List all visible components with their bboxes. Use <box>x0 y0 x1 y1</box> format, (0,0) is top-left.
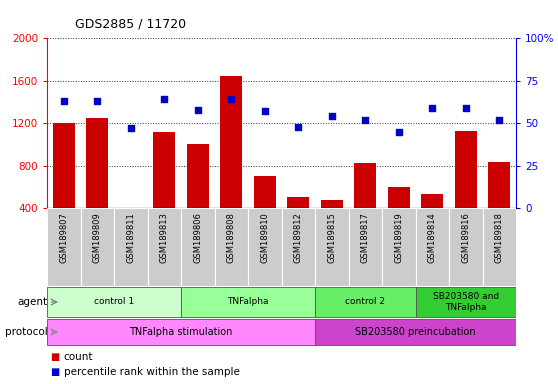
Bar <box>416 208 449 286</box>
Text: GSM189819: GSM189819 <box>395 212 403 263</box>
Text: SB203580 and
TNFalpha: SB203580 and TNFalpha <box>432 292 499 312</box>
Bar <box>315 208 349 286</box>
Point <box>294 124 302 130</box>
Bar <box>220 76 242 250</box>
Text: GSM189814: GSM189814 <box>428 212 437 263</box>
Text: agent: agent <box>17 297 47 307</box>
Bar <box>120 208 142 250</box>
Point <box>395 129 403 135</box>
Text: ■: ■ <box>50 367 59 377</box>
Point <box>328 113 336 119</box>
Point <box>361 117 370 123</box>
Text: GSM189817: GSM189817 <box>361 212 370 263</box>
Bar <box>181 286 315 317</box>
Point <box>428 105 437 111</box>
Bar <box>80 208 114 286</box>
Bar <box>114 208 147 286</box>
Text: TNFalpha stimulation: TNFalpha stimulation <box>129 327 233 337</box>
Bar <box>315 319 516 346</box>
Bar <box>354 164 376 250</box>
Bar <box>483 208 516 286</box>
Bar <box>321 200 343 250</box>
Point <box>461 105 470 111</box>
Bar <box>287 197 309 250</box>
Bar <box>47 319 315 346</box>
Bar <box>214 208 248 286</box>
Text: count: count <box>64 352 93 362</box>
Bar <box>187 144 209 250</box>
Text: GSM189806: GSM189806 <box>193 212 202 263</box>
Text: GSM189813: GSM189813 <box>160 212 169 263</box>
Text: GDS2885 / 11720: GDS2885 / 11720 <box>75 18 186 31</box>
Text: SB203580 preincubation: SB203580 preincubation <box>355 327 476 337</box>
Point <box>193 107 202 113</box>
Point <box>227 96 235 103</box>
Text: GSM189816: GSM189816 <box>461 212 470 263</box>
Text: GSM189810: GSM189810 <box>260 212 270 263</box>
Text: GSM189815: GSM189815 <box>327 212 336 263</box>
Bar <box>147 208 181 286</box>
Text: GSM189811: GSM189811 <box>126 212 135 263</box>
Bar <box>382 208 416 286</box>
Bar <box>315 286 416 317</box>
Point <box>93 98 102 104</box>
Point <box>260 108 269 114</box>
Text: GSM189812: GSM189812 <box>294 212 303 263</box>
Text: TNFalpha: TNFalpha <box>227 298 269 306</box>
Text: ■: ■ <box>50 352 59 362</box>
Text: GSM189809: GSM189809 <box>93 212 102 263</box>
Bar <box>254 176 276 250</box>
Bar <box>416 286 516 317</box>
Bar <box>53 123 75 250</box>
Text: GSM189808: GSM189808 <box>227 212 235 263</box>
Bar <box>388 187 410 250</box>
Bar <box>153 132 175 250</box>
Bar <box>47 286 181 317</box>
Bar <box>181 208 214 286</box>
Bar <box>349 208 382 286</box>
Text: GSM189807: GSM189807 <box>59 212 68 263</box>
Bar <box>86 118 108 250</box>
Point <box>59 98 68 104</box>
Bar <box>281 208 315 286</box>
Text: protocol: protocol <box>5 327 47 337</box>
Point <box>160 96 169 103</box>
Text: control 2: control 2 <box>345 298 385 306</box>
Bar <box>47 208 80 286</box>
Bar <box>421 194 443 250</box>
Bar <box>455 131 477 250</box>
Point <box>495 117 504 123</box>
Point <box>126 125 135 131</box>
Bar <box>488 162 510 250</box>
Text: GSM189818: GSM189818 <box>495 212 504 263</box>
Text: control 1: control 1 <box>94 298 134 306</box>
Bar <box>248 208 281 286</box>
Text: percentile rank within the sample: percentile rank within the sample <box>64 367 239 377</box>
Bar <box>449 208 483 286</box>
